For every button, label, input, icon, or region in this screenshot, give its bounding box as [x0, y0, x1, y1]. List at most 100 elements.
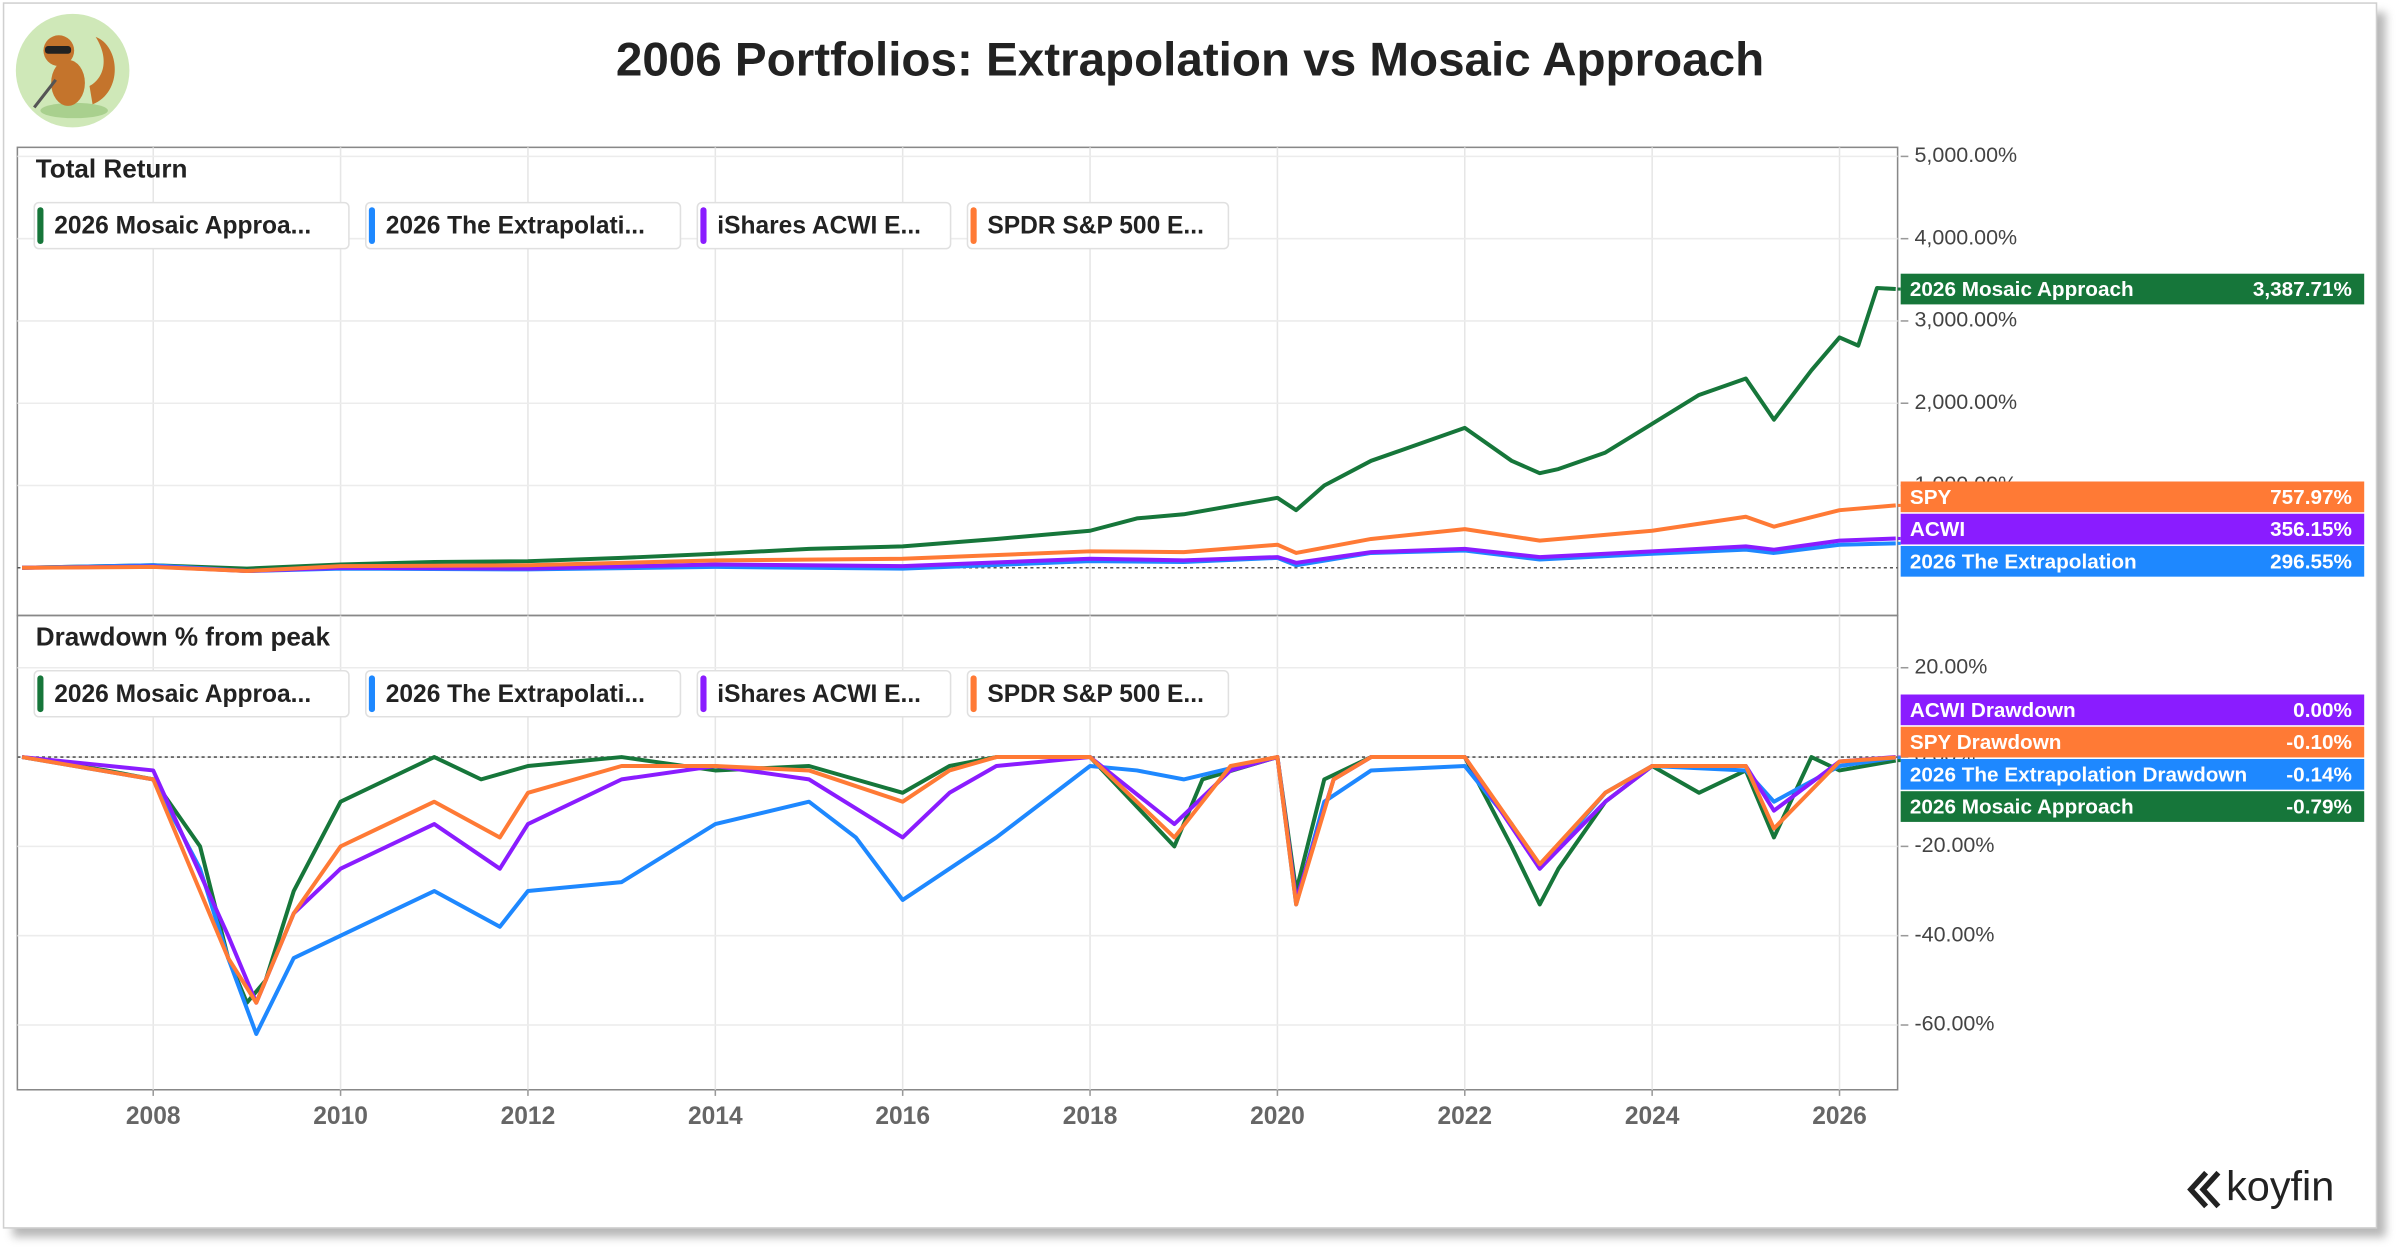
legend-label: 2026 Mosaic Approa... — [54, 213, 311, 240]
legend-chip — [33, 669, 350, 718]
legend-swatch — [970, 675, 977, 713]
end-tag-box — [1900, 694, 2365, 726]
x-tick-label: 2012 — [501, 1103, 556, 1130]
end-tag-value: 757.97% — [2270, 486, 2352, 509]
x-tick-label: 2020 — [1250, 1103, 1305, 1130]
series-line — [21, 755, 1896, 1005]
end-tag: SPY 757.97% — [1897, 481, 2365, 513]
legend-item: 2026 Mosaic Approa... — [33, 669, 350, 718]
legend-label: 2026 The Extrapolati... — [386, 213, 645, 240]
y-tick-label: 4,000.00% — [1914, 225, 2017, 249]
x-tick-label: 2022 — [1437, 1103, 1492, 1130]
end-tag: ACWI Drawdown 0.00% — [1897, 694, 2365, 759]
logo-stick — [33, 78, 57, 109]
y-tick-label: -40.00% — [1914, 922, 1994, 946]
end-tag-box — [1900, 545, 2365, 577]
end-tag-box — [1900, 758, 2365, 790]
end-tag: 2026 Mosaic Approach 3,387.71% — [1897, 273, 2365, 305]
legend-item: 2026 The Extrapolati... — [365, 669, 682, 718]
series-line — [22, 503, 1896, 574]
legend-swatch — [37, 207, 44, 245]
end-tag-box — [1900, 513, 2365, 545]
legend-label: iShares ACWI E... — [717, 681, 921, 708]
end-tag: 2026 Mosaic Approach -0.79% — [1897, 759, 2365, 822]
end-tag: SPY Drawdown -0.10% — [1897, 726, 2365, 760]
legend-label: 2026 The Extrapolati... — [386, 681, 645, 708]
end-tag-value: -0.79% — [2286, 796, 2352, 819]
end-tag-value: 3,387.71% — [2253, 278, 2352, 301]
end-tag: ACWI 356.15% — [1897, 513, 2365, 545]
legend-chip — [33, 201, 350, 250]
x-tick-label: 2014 — [688, 1103, 743, 1130]
legend-swatch — [37, 675, 44, 713]
y-tick-label: -60.00% — [1914, 1012, 1994, 1036]
end-tag-value: -0.10% — [2286, 731, 2352, 754]
end-tag-box — [1900, 726, 2365, 758]
legend-chip — [365, 201, 682, 250]
y-tick-label: 5,000.00% — [1914, 143, 2017, 167]
y-tick-label: 2,000.00% — [1914, 390, 2017, 414]
legend-item: 2026 The Extrapolati... — [365, 201, 682, 250]
end-tag-box — [1900, 791, 2365, 822]
brand-icon — [2187, 1170, 2221, 1209]
series-line — [21, 755, 1896, 1005]
legend-chip — [365, 669, 682, 718]
end-tag-name: SPY Drawdown — [1910, 731, 2062, 754]
x-tick-label: 2026 — [1812, 1103, 1867, 1130]
x-tick-label: 2018 — [1063, 1103, 1118, 1130]
end-tag: 2026 The Extrapolation 296.55% — [1897, 541, 2365, 577]
end-tag-box — [1900, 481, 2365, 513]
legend-item: iShares ACWI E... — [696, 669, 952, 718]
end-tag-name: 2026 The Extrapolation — [1910, 550, 2137, 573]
end-tag-value: 296.55% — [2270, 550, 2352, 573]
end-tag-value: -0.14% — [2286, 763, 2352, 786]
series-lines — [22, 286, 1896, 574]
x-tick-label: 2010 — [313, 1103, 368, 1130]
legend-chip — [966, 201, 1230, 250]
legend-swatch — [700, 675, 707, 713]
end-tag-value: 0.00% — [2293, 699, 2352, 722]
legend-label: SPDR S&P 500 E... — [987, 213, 1203, 240]
logo — [15, 13, 130, 128]
end-tag-name: ACWI — [1910, 518, 1965, 541]
legend-swatch — [970, 207, 977, 245]
legend-swatch — [368, 207, 375, 245]
panel-frame — [16, 614, 1899, 1091]
legend-chip — [966, 669, 1230, 718]
x-tick-label: 2008 — [126, 1103, 181, 1130]
legend-swatch — [700, 207, 707, 245]
logo-ground — [40, 102, 108, 119]
y-tick-label: -20.00% — [1914, 833, 1994, 857]
end-tag-name: SPY — [1910, 486, 1952, 509]
x-tick-label: 2016 — [875, 1103, 930, 1130]
y-tick-label: 20.00% — [1914, 654, 1987, 678]
x-tick-label: 2024 — [1625, 1103, 1680, 1130]
end-tag-value: 356.15% — [2270, 518, 2352, 541]
logo-tail — [89, 36, 115, 105]
end-tag-name: 2026 Mosaic Approach — [1910, 278, 2134, 301]
legend-label: iShares ACWI E... — [717, 213, 921, 240]
legend-item: SPDR S&P 500 E... — [966, 669, 1230, 718]
panel-title: Total Return — [36, 153, 188, 183]
legend-label: SPDR S&P 500 E... — [987, 681, 1203, 708]
logo-glasses — [45, 46, 72, 54]
brand: koyfin — [2187, 1162, 2334, 1209]
end-tag-box — [1900, 273, 2365, 305]
end-tag-name: 2026 Mosaic Approach — [1910, 796, 2134, 819]
end-tag-name: 2026 The Extrapolation Drawdown — [1910, 763, 2247, 786]
legend-chip — [696, 669, 952, 718]
legend-item: SPDR S&P 500 E... — [966, 201, 1230, 250]
series-lines — [21, 755, 1897, 1036]
legend-item: iShares ACWI E... — [696, 201, 952, 250]
y-tick-label: 3,000.00% — [1914, 308, 2017, 332]
series-line — [22, 286, 1896, 571]
page-title: 2006 Portfolios: Extrapolation vs Mosaic… — [616, 33, 1764, 86]
legend-swatch — [368, 675, 375, 713]
legend-label: 2026 Mosaic Approa... — [54, 681, 311, 708]
end-tag: 2026 The Extrapolation Drawdown -0.14% — [1897, 756, 2365, 790]
legend-chip — [696, 201, 952, 250]
brand-name: koyfin — [2226, 1162, 2334, 1209]
end-tag-name: ACWI Drawdown — [1910, 699, 2076, 722]
